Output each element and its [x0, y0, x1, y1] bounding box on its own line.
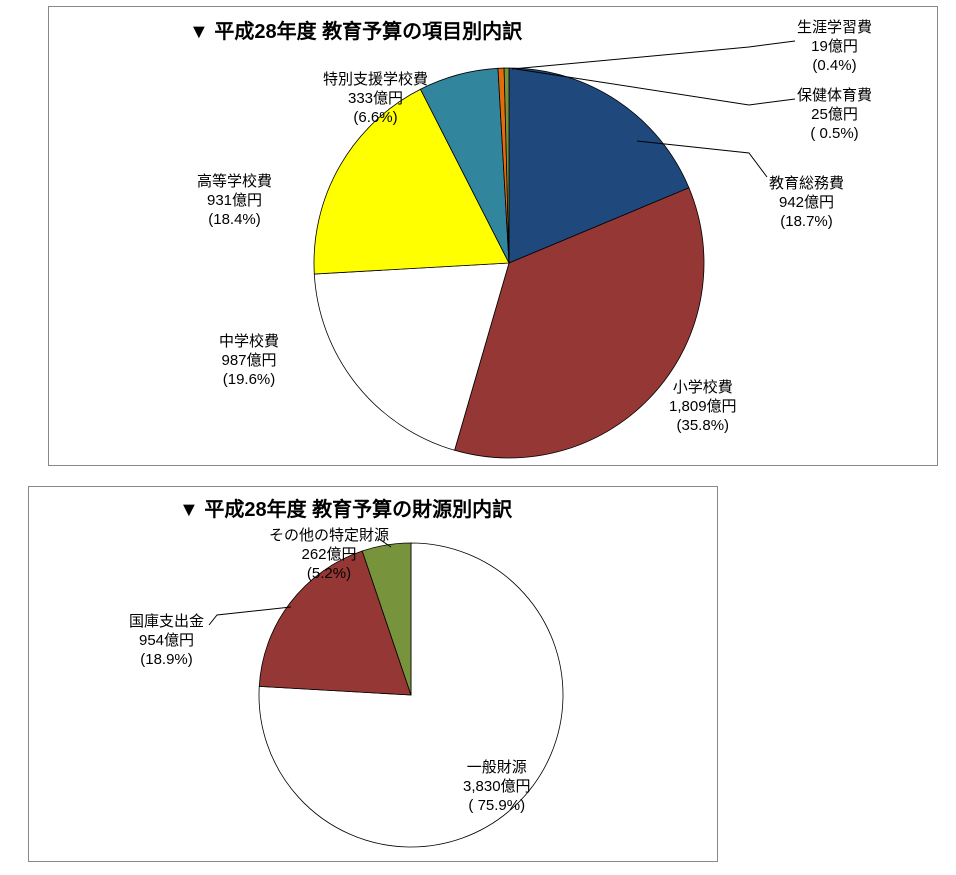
chart-panel-items: ▼ 平成28年度 教育予算の項目別内訳 教育総務費942億円(18.7%)小学校… — [48, 6, 938, 466]
slice-percent: (35.8%) — [669, 417, 737, 436]
slice-percent: ( 0.5%) — [797, 125, 872, 144]
items-chart-label: 教育総務費942億円(18.7%) — [769, 175, 844, 231]
items-chart-label: 中学校費987億円(19.6%) — [219, 333, 279, 389]
slice-percent: (19.6%) — [219, 371, 279, 390]
slice-name: 高等学校費 — [197, 173, 272, 192]
items-chart-label: 特別支援学校費333億円(6.6%) — [323, 71, 428, 127]
items-chart-label: 小学校費1,809億円(35.8%) — [669, 379, 737, 435]
slice-amount: 954億円 — [129, 632, 204, 651]
pie-chart-items — [49, 7, 939, 467]
slice-percent: (18.9%) — [129, 651, 204, 670]
slice-amount: 942億円 — [769, 194, 844, 213]
slice-amount: 333億円 — [323, 90, 428, 109]
slice-name: 保健体育費 — [797, 87, 872, 106]
slice-name: 小学校費 — [669, 379, 737, 398]
slice-amount: 3,830億円 — [463, 778, 531, 797]
slice-name: その他の特定財源 — [269, 527, 389, 546]
slice-amount: 931億円 — [197, 192, 272, 211]
slice-amount: 987億円 — [219, 352, 279, 371]
slice-name: 教育総務費 — [769, 175, 844, 194]
slice-amount: 1,809億円 — [669, 398, 737, 417]
slice-amount: 262億円 — [269, 546, 389, 565]
slice-percent: (5.2%) — [269, 565, 389, 584]
slice-percent: (18.7%) — [769, 213, 844, 232]
slice-name: 中学校費 — [219, 333, 279, 352]
slice-name: 特別支援学校費 — [323, 71, 428, 90]
items-chart-label: 生涯学習費19億円(0.4%) — [797, 19, 872, 75]
slice-amount: 25億円 — [797, 106, 872, 125]
sources-chart-label: 国庫支出金954億円(18.9%) — [129, 613, 204, 669]
slice-amount: 19億円 — [797, 38, 872, 57]
sources-chart-label: 一般財源3,830億円( 75.9%) — [463, 759, 531, 815]
items-chart-label: 高等学校費931億円(18.4%) — [197, 173, 272, 229]
slice-percent: (6.6%) — [323, 109, 428, 128]
slice-name: 国庫支出金 — [129, 613, 204, 632]
slice-percent: (18.4%) — [197, 211, 272, 230]
slice-name: 生涯学習費 — [797, 19, 872, 38]
sources-chart-label: その他の特定財源262億円(5.2%) — [269, 527, 389, 583]
items-chart-label: 保健体育費25億円( 0.5%) — [797, 87, 872, 143]
chart-panel-sources: ▼ 平成28年度 教育予算の財源別内訳 一般財源3,830億円( 75.9%)国… — [28, 486, 718, 862]
slice-percent: (0.4%) — [797, 57, 872, 76]
slice-name: 一般財源 — [463, 759, 531, 778]
slice-percent: ( 75.9%) — [463, 797, 531, 816]
items-chart-leader — [512, 41, 795, 69]
